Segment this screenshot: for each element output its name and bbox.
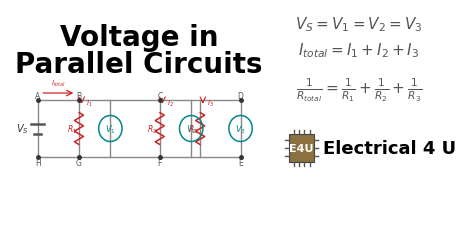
Text: E4U: E4U [290,143,314,153]
Text: D: D [237,91,244,100]
Text: Electrical 4 U: Electrical 4 U [323,139,456,158]
Text: $I_3$: $I_3$ [207,98,214,108]
Text: Voltage in: Voltage in [60,24,219,52]
Text: $V_S = V_1 = V_2 = V_3$: $V_S = V_1 = V_2 = V_3$ [295,16,423,34]
Text: H: H [35,159,40,168]
Text: $R_1$: $R_1$ [67,123,77,135]
Text: $V_1$: $V_1$ [105,123,116,135]
Text: C: C [157,91,163,100]
Text: G: G [76,159,82,168]
Text: A: A [35,91,40,100]
Text: Parallel Circuits: Parallel Circuits [15,51,263,79]
Text: $I_{total}$: $I_{total}$ [51,78,66,89]
Text: F: F [157,159,162,168]
Text: $\frac{1}{R_{total}} = \frac{1}{R_1} + \frac{1}{R_2} + \frac{1}{R_3}$: $\frac{1}{R_{total}} = \frac{1}{R_1} + \… [296,76,422,103]
Text: $I_{total} = I_1 + I_2 + I_3$: $I_{total} = I_1 + I_2 + I_3$ [299,42,420,60]
Text: B: B [76,91,82,100]
Text: E: E [238,159,243,168]
Text: $V_3$: $V_3$ [235,123,246,135]
Text: $V_S$: $V_S$ [16,122,28,136]
Text: $V_2$: $V_2$ [186,123,197,135]
Text: $R_3$: $R_3$ [188,123,198,135]
Text: $I_2$: $I_2$ [167,98,173,108]
FancyBboxPatch shape [289,135,314,162]
Text: $R_2$: $R_2$ [147,123,158,135]
Text: $I_1$: $I_1$ [86,98,93,108]
